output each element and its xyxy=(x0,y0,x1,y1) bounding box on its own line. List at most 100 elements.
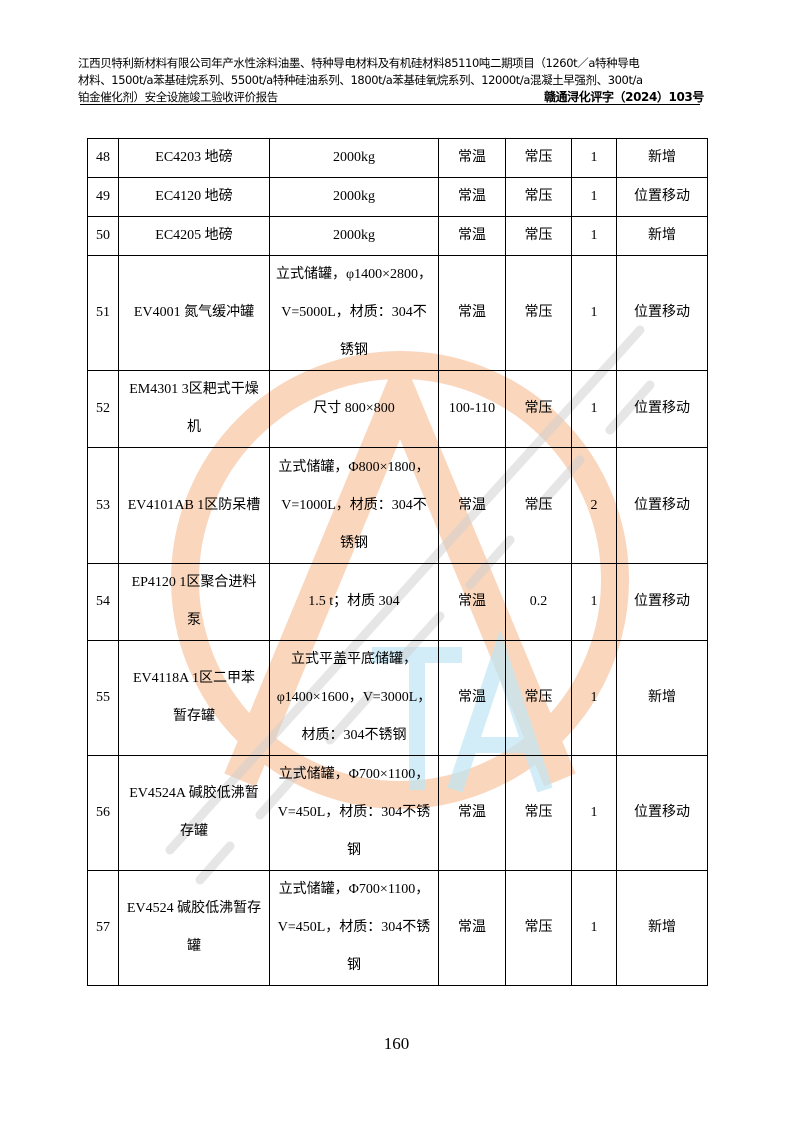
row-number-cell: 57 xyxy=(87,870,119,986)
equipment-name-line: 泵 xyxy=(187,613,201,628)
remark-cell: 位置移动 xyxy=(616,563,708,641)
specification-cell: 立式平盖平底储罐， φ1400×1600，V=3000L， 材质：304不锈钢 xyxy=(269,640,439,756)
row-number-cell: 55 xyxy=(87,640,119,756)
temperature-line: 常温 xyxy=(458,594,486,609)
specification-line: 尺寸 800×800 xyxy=(313,401,395,416)
specification-line: 立式储罐，Φ800×1800， xyxy=(278,459,430,475)
pressure-line: 0.2 xyxy=(529,594,548,609)
quantity-cell: 1 xyxy=(571,138,617,178)
report-title-line-2: 材料、1500t/a苯基硅烷系列、5500t/a特种硅油系列、1800t/a苯基… xyxy=(78,73,643,87)
header-divider xyxy=(80,104,700,105)
table-row: 49 EC4120 地磅 2000kg 常温 常压 1 位置移动 xyxy=(87,177,708,217)
equipment-name-line: 暂存罐 xyxy=(173,709,215,724)
equipment-name-cell: EV4118A 1区二甲苯 暂存罐 xyxy=(118,640,270,756)
temperature-line: 常温 xyxy=(458,150,486,165)
equipment-name-line: 罐 xyxy=(187,939,201,954)
row-number-cell: 51 xyxy=(87,255,119,371)
pressure-line: 常压 xyxy=(524,497,553,513)
document-number: 赣通浔化评字（2024）103号 xyxy=(543,90,704,104)
temperature-line: 常温 xyxy=(458,690,486,705)
equipment-name-cell: EP4120 1区聚合进料泵 xyxy=(118,563,270,641)
row-number-cell: 52 xyxy=(87,370,119,448)
quantity-cell: 1 xyxy=(571,370,617,448)
quantity-cell: 1 xyxy=(571,563,617,641)
remark-cell: 新增 xyxy=(616,640,708,756)
table-row: 52 EM4301 3区耙式干燥机尺寸 800×800 100-110 常压 1 位置移动 xyxy=(87,370,708,448)
row-number-cell: 48 xyxy=(87,138,119,178)
equipment-name-line: EC4205 地磅 xyxy=(155,228,233,243)
temperature-cell: 常温 xyxy=(438,216,506,256)
row-number-cell: 49 xyxy=(87,177,119,217)
remark-cell: 新增 xyxy=(616,870,708,986)
specification-line: 2000kg xyxy=(333,150,375,165)
specification-line: 2000kg xyxy=(333,189,375,204)
temperature-line: 常温 xyxy=(458,189,486,204)
pressure-line: 常压 xyxy=(524,805,553,820)
equipment-name-cell: EC4205 地磅 xyxy=(118,216,270,256)
table-row: 53 EV4101AB 1区防呆槽 立式储罐，Φ800×1800， V=1000L，材… xyxy=(87,447,708,564)
specification-line: φ1400×1600，V=3000L， xyxy=(276,690,432,705)
specification-cell: 尺寸 800×800 xyxy=(269,370,439,448)
remark-cell: 位置移动 xyxy=(616,177,708,217)
table-row: 51 EV4001 氮气缓冲罐 立式储罐，φ1400×2800， V=5000L，材质… xyxy=(87,255,708,371)
equipment-name-line: EV4101AB 1区防呆槽 xyxy=(127,497,261,513)
pressure-cell: 常压 xyxy=(505,216,572,256)
temperature-cell: 常温 xyxy=(438,563,506,641)
quantity-cell: 1 xyxy=(571,870,617,986)
pressure-line: 常压 xyxy=(524,150,553,165)
specification-cell: 立式储罐，φ1400×2800， V=5000L，材质：304不 锈钢 xyxy=(269,255,439,371)
equipment-name-cell: EM4301 3区耙式干燥机 xyxy=(118,370,270,448)
specification-cell: 1.5 t；材质 304 xyxy=(269,563,439,641)
equipment-name-line: EV4524 碱胶低沸暂存 xyxy=(126,901,262,916)
pressure-cell: 常压 xyxy=(505,870,572,986)
temperature-cell: 常温 xyxy=(438,255,506,371)
temperature-cell: 常温 xyxy=(438,870,506,986)
temperature-line: 常温 xyxy=(458,228,486,243)
temperature-line: 100-110 xyxy=(448,401,496,416)
specification-line: V=5000L，材质：304不 xyxy=(281,305,427,320)
pressure-line: 常压 xyxy=(524,690,553,705)
pressure-line: 常压 xyxy=(524,920,553,935)
table-row: 54 EP4120 1区聚合进料泵 1.5 t；材质 304 常温 0.2 1 位置移动 xyxy=(87,563,708,641)
temperature-line: 常温 xyxy=(458,497,486,513)
quantity-cell: 1 xyxy=(571,755,617,871)
temperature-cell: 常温 xyxy=(438,447,506,564)
quantity-cell: 1 xyxy=(571,177,617,217)
temperature-line: 常温 xyxy=(458,805,486,820)
equipment-name-cell: EV4524A 碱胶低沸暂 存罐 xyxy=(118,755,270,871)
specification-cell: 立式储罐，Φ700×1100， V=450L，材质：304不锈钢 xyxy=(269,870,439,986)
equipment-name-line: 存罐 xyxy=(180,824,208,839)
quantity-cell: 1 xyxy=(571,640,617,756)
remark-cell: 新增 xyxy=(616,216,708,256)
quantity-cell: 2 xyxy=(571,447,617,564)
pressure-cell: 常压 xyxy=(505,138,572,178)
report-title-line-3: 铂金催化剂）安全设施竣工验收评价报告 xyxy=(78,90,278,104)
equipment-name-cell: EV4524 碱胶低沸暂存罐 xyxy=(118,870,270,986)
row-number-cell: 50 xyxy=(87,216,119,256)
specification-cell: 立式储罐，Φ800×1800， V=1000L，材质：304不 锈钢 xyxy=(269,447,439,564)
pressure-cell: 常压 xyxy=(505,370,572,448)
page-header: 江西贝特利新材料有限公司年产水性涂料油墨、特种导电材料及有机硅材料85110吨二… xyxy=(78,55,704,106)
equipment-name-cell: EV4101AB 1区防呆槽 xyxy=(118,447,270,564)
specification-line: 立式平盖平底储罐， xyxy=(291,652,417,667)
remark-cell: 新增 xyxy=(616,138,708,178)
row-number-cell: 53 xyxy=(87,447,119,564)
quantity-cell: 1 xyxy=(571,255,617,371)
remark-cell: 位置移动 xyxy=(616,755,708,871)
specification-line: 锈钢 xyxy=(340,343,368,358)
specification-cell: 2000kg xyxy=(269,177,439,217)
specification-line: 2000kg xyxy=(333,228,375,243)
equipment-name-cell: EC4120 地磅 xyxy=(118,177,270,217)
specification-line: V=450L，材质：304不锈 xyxy=(277,920,431,935)
pressure-cell: 0.2 xyxy=(505,563,572,641)
temperature-cell: 常温 xyxy=(438,138,506,178)
row-number-cell: 56 xyxy=(87,755,119,871)
equipment-name-line: EC4120 地磅 xyxy=(155,189,233,204)
quantity-cell: 1 xyxy=(571,216,617,256)
pressure-line: 常压 xyxy=(524,401,553,416)
remark-cell: 位置移动 xyxy=(616,447,708,564)
pressure-cell: 常压 xyxy=(505,177,572,217)
specification-line: 锈钢 xyxy=(340,535,368,551)
equipment-name-line: EV4524A 碱胶低沸暂 xyxy=(129,786,259,801)
pressure-line: 常压 xyxy=(524,189,553,204)
